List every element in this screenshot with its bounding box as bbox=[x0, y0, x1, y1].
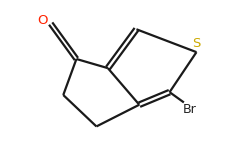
Text: S: S bbox=[192, 37, 201, 50]
Text: Br: Br bbox=[183, 103, 196, 116]
Text: O: O bbox=[37, 14, 47, 27]
